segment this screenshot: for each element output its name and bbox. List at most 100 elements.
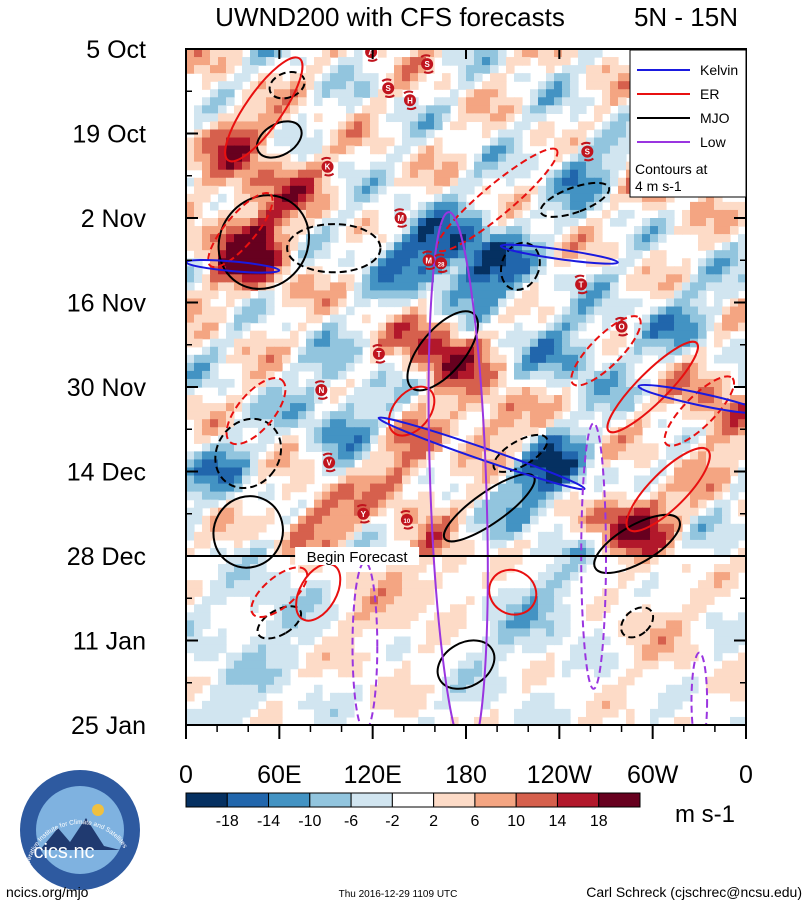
field-cell <box>314 282 323 292</box>
storm-disc <box>422 254 435 267</box>
field-cell <box>594 153 603 163</box>
field-cell <box>498 483 507 493</box>
field-cell <box>442 161 451 171</box>
field-cell <box>562 547 571 557</box>
field-cell <box>642 620 651 630</box>
field-cell <box>506 290 515 300</box>
field-cell <box>338 298 347 308</box>
field-cell <box>402 266 411 275</box>
field-cell <box>490 467 499 477</box>
field-cell <box>242 65 251 74</box>
field-cell <box>578 435 587 444</box>
field-cell <box>362 314 371 324</box>
field-cell <box>554 628 563 638</box>
field-cell <box>290 539 299 549</box>
field-cell <box>562 49 571 58</box>
field-cell <box>546 700 555 710</box>
field-cell <box>442 169 451 179</box>
field-cell <box>578 169 587 179</box>
field-cell <box>194 105 203 114</box>
field-cell <box>370 475 379 485</box>
contour-mjo <box>212 495 284 569</box>
field-cell <box>418 322 427 332</box>
field-cell <box>218 113 227 123</box>
field-cell <box>698 322 707 332</box>
field-cell <box>546 346 555 356</box>
field-cell <box>194 716 203 725</box>
field-cell <box>402 169 411 179</box>
field-cell <box>210 411 219 420</box>
field-cell <box>626 250 635 259</box>
field-cell <box>218 161 227 171</box>
field-cell <box>570 282 579 292</box>
field-cell <box>194 427 203 436</box>
field-cell <box>378 572 387 581</box>
field-cell <box>314 370 323 380</box>
field-cell <box>610 370 619 380</box>
field-cell <box>682 411 691 420</box>
field-cell <box>354 218 363 227</box>
field-cell <box>186 209 195 219</box>
field-cell <box>578 49 587 58</box>
field-cell <box>410 692 419 702</box>
field-cell <box>450 201 459 211</box>
field-cell <box>546 580 555 589</box>
field-cell <box>354 81 363 90</box>
field-cell <box>442 403 451 412</box>
field-cell <box>554 169 563 179</box>
field-cell <box>210 708 219 718</box>
field-cell <box>698 306 707 316</box>
storm-tail <box>422 250 436 271</box>
field-cell <box>498 209 507 219</box>
field-cell <box>226 322 235 332</box>
field-cell <box>194 378 203 388</box>
field-cell <box>546 596 555 605</box>
field-cell <box>698 226 707 235</box>
field-cell <box>434 137 443 147</box>
field-cell <box>426 395 435 404</box>
field-cell <box>698 282 707 292</box>
storm-disc <box>581 145 594 158</box>
field-cell <box>354 65 363 74</box>
field-cell <box>626 708 635 718</box>
field-cell <box>194 483 203 493</box>
field-cell <box>250 370 259 380</box>
field-cell <box>514 556 523 565</box>
field-cell <box>386 250 395 259</box>
field-cell <box>402 65 411 74</box>
field-cell <box>506 620 515 630</box>
field-cell <box>450 483 459 493</box>
colorbar-label: 10 <box>507 813 525 830</box>
field-cell <box>202 475 211 485</box>
field-cell <box>266 708 275 718</box>
field-cell <box>234 226 243 235</box>
field-cell <box>266 411 275 420</box>
field-cell <box>210 226 219 235</box>
field-cell <box>266 209 275 219</box>
field-cell <box>610 387 619 396</box>
field-cell <box>474 290 483 300</box>
field-cell <box>434 370 443 380</box>
field-cell <box>266 668 275 678</box>
field-cell <box>410 338 419 348</box>
field-cell <box>698 201 707 211</box>
field-cell <box>266 129 275 139</box>
field-cell <box>282 81 291 90</box>
field-cell <box>410 330 419 340</box>
field-cell <box>682 209 691 219</box>
colorbar-swatch <box>556 792 600 808</box>
field-cell <box>258 676 267 686</box>
field-cell <box>314 89 323 98</box>
field-cell <box>538 491 547 501</box>
field-cell <box>466 539 475 549</box>
field-cell <box>354 427 363 436</box>
field-cell <box>506 242 515 251</box>
field-cell <box>290 411 299 420</box>
field-cell <box>426 507 435 517</box>
storm-disc <box>421 58 434 71</box>
field-cell <box>194 652 203 662</box>
field-cell <box>306 298 315 308</box>
field-cell <box>234 419 243 428</box>
field-cell <box>514 362 523 372</box>
